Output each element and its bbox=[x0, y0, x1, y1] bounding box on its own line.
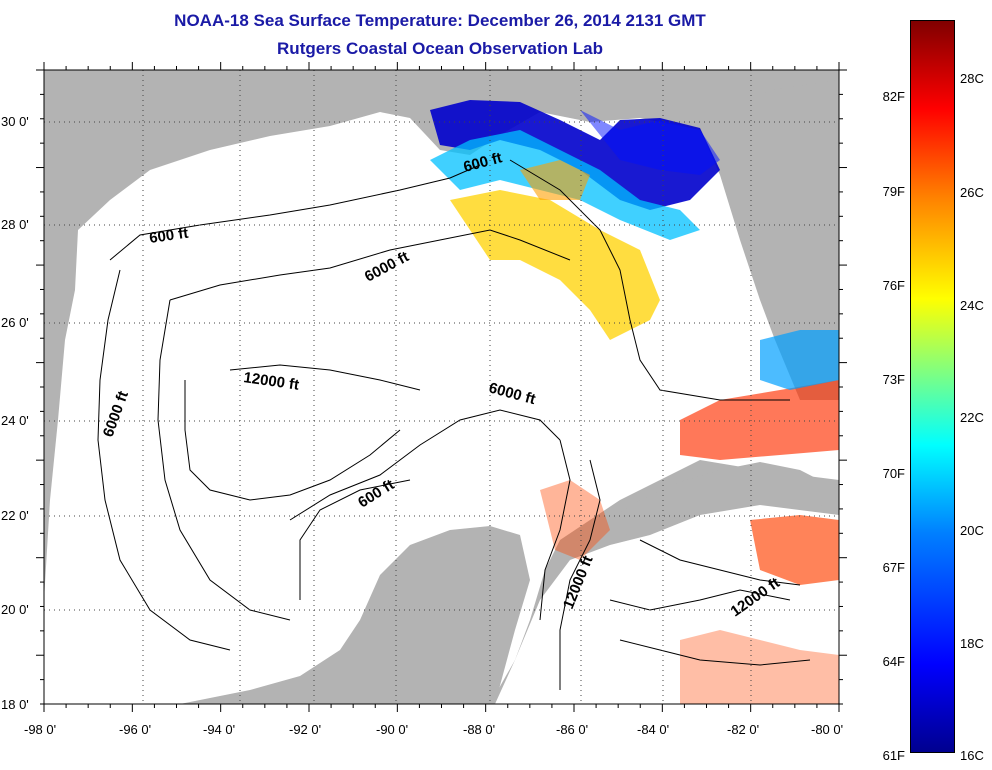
lat-tick-label: 26 0' bbox=[1, 315, 29, 330]
colorbar-fahrenheit-label: 61F bbox=[882, 748, 905, 763]
colorbar-celsius-label: 20C bbox=[960, 523, 984, 538]
colorbar-celsius-label: 22C bbox=[960, 410, 984, 425]
lat-tick-label: 24 0' bbox=[1, 413, 29, 428]
yucatan-land bbox=[180, 526, 530, 704]
colorbar-celsius-label: 24C bbox=[960, 298, 984, 313]
bathymetry-contours bbox=[97, 159, 811, 690]
lat-tick-label: 28 0' bbox=[1, 217, 29, 232]
map-subtitle: Rutgers Coastal Ocean Observation Lab bbox=[277, 39, 603, 58]
lon-tick-label: -82 0' bbox=[727, 722, 760, 737]
colorbar-celsius-label: 26C bbox=[960, 185, 984, 200]
colorbar-celsius-label: 16C bbox=[960, 748, 984, 763]
sst-overlay bbox=[430, 100, 839, 704]
lon-tick-label: -94 0' bbox=[203, 722, 236, 737]
color-scale-bar bbox=[910, 20, 955, 753]
lon-tick-label: -92 0' bbox=[289, 722, 322, 737]
lon-tick-label: -80 0' bbox=[811, 722, 844, 737]
colorbar-fahrenheit-label: 67F bbox=[882, 560, 905, 575]
graticule bbox=[44, 70, 839, 704]
colorbar-fahrenheit-label: 82F bbox=[882, 89, 905, 104]
colorbar-fahrenheit-label: 73F bbox=[882, 372, 905, 387]
map-title: NOAA-18 Sea Surface Temperature: Decembe… bbox=[174, 11, 706, 30]
lon-tick-label: -96 0' bbox=[119, 722, 152, 737]
tick-marks bbox=[36, 62, 847, 712]
colorbar-fahrenheit-label: 79F bbox=[882, 184, 905, 199]
lon-tick-label: -84 0' bbox=[637, 722, 670, 737]
lon-tick-label: -90 0' bbox=[376, 722, 409, 737]
lon-tick-label: -86 0' bbox=[556, 722, 589, 737]
lon-tick-label: -98 0' bbox=[24, 722, 57, 737]
colorbar-celsius-label: 18C bbox=[960, 636, 984, 651]
colorbar-fahrenheit-label: 76F bbox=[882, 278, 905, 293]
lat-tick-label: 22 0' bbox=[1, 508, 29, 523]
lat-tick-label: 20 0' bbox=[1, 602, 29, 617]
colorbar-celsius-label: 28C bbox=[960, 71, 984, 86]
colorbar-fahrenheit-label: 70F bbox=[882, 466, 905, 481]
lat-tick-label: 18 0' bbox=[1, 697, 29, 712]
contour-label: 600 ft bbox=[148, 225, 189, 247]
lon-tick-label: -88 0' bbox=[463, 722, 496, 737]
caribbean-water bbox=[495, 505, 839, 704]
lat-tick-label: 30 0' bbox=[1, 114, 29, 129]
cuba-land bbox=[600, 462, 839, 540]
colorbar-fahrenheit-label: 64F bbox=[882, 654, 905, 669]
